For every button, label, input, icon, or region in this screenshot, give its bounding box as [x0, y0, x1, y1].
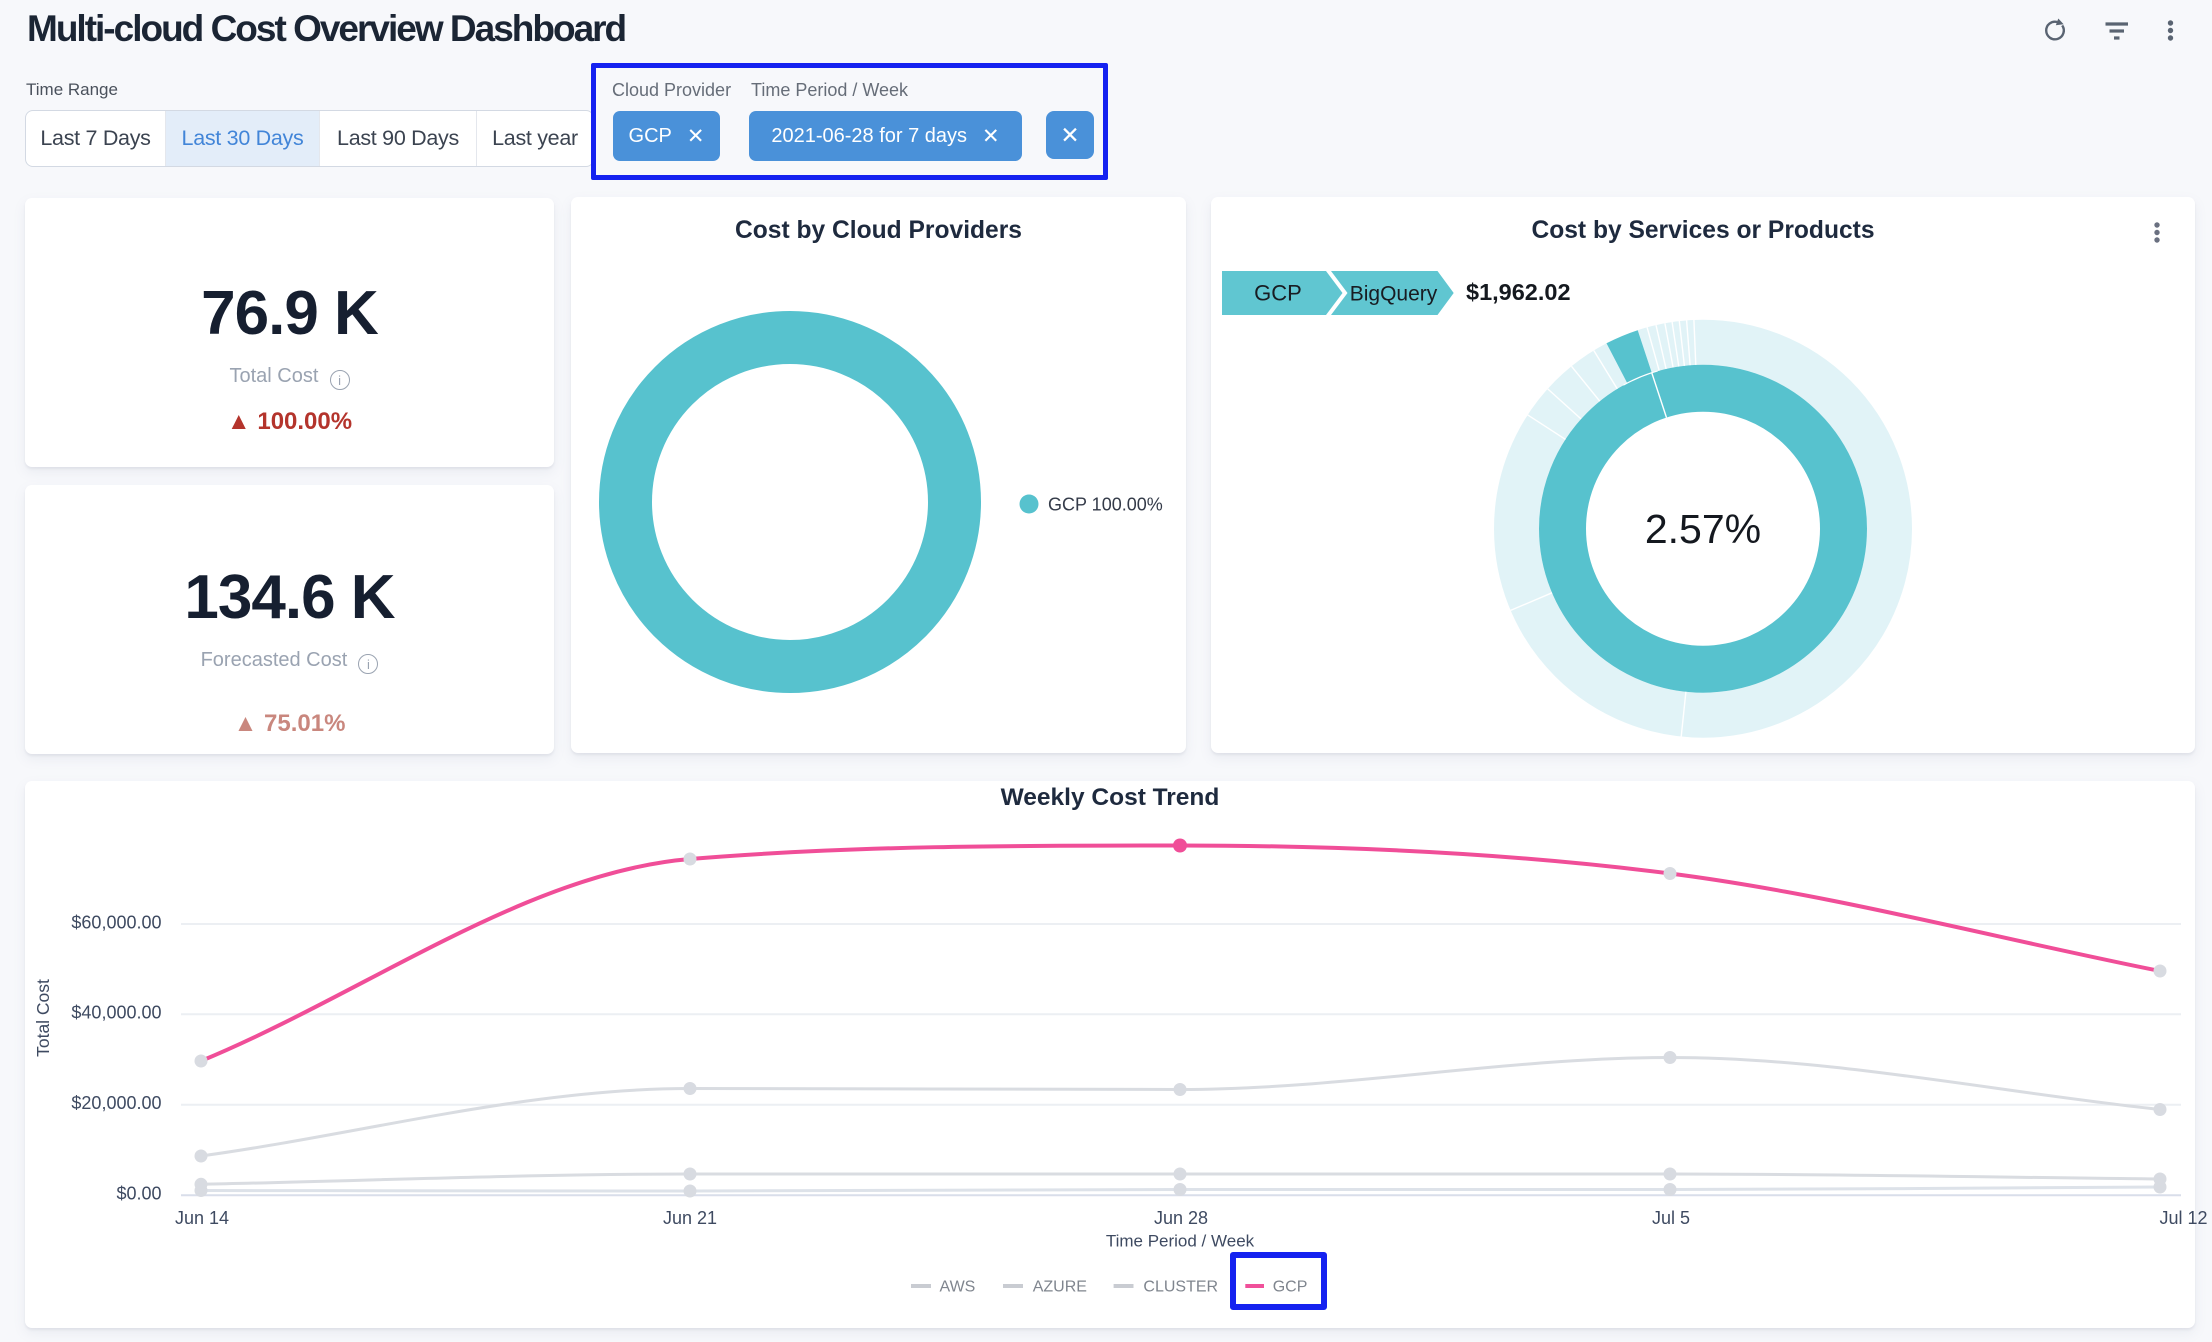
svg-text:$20,000.00: $20,000.00: [71, 1093, 161, 1113]
svg-text:CLUSTER: CLUSTER: [1143, 1279, 1218, 1296]
svg-text:Jun 14: Jun 14: [175, 1208, 229, 1228]
svg-text:2.57%: 2.57%: [1645, 506, 1761, 552]
svg-text:GCP: GCP: [1254, 281, 1302, 306]
svg-text:Time Period / Week: Time Period / Week: [1106, 1232, 1255, 1251]
svg-text:GCP 100.00%: GCP 100.00%: [1048, 495, 1163, 515]
svg-text:$0.00: $0.00: [116, 1184, 161, 1204]
svg-text:BigQuery: BigQuery: [1350, 283, 1438, 306]
svg-text:Jul 12: Jul 12: [2159, 1208, 2207, 1228]
svg-text:$60,000.00: $60,000.00: [71, 912, 161, 932]
svg-text:Total Cost: Total Cost: [33, 979, 53, 1057]
svg-text:GCP: GCP: [1273, 1279, 1308, 1296]
svg-text:Jul 5: Jul 5: [1652, 1208, 1690, 1228]
svg-text:AWS: AWS: [940, 1279, 976, 1296]
svg-text:Jun 28: Jun 28: [1154, 1208, 1208, 1228]
svg-text:$40,000.00: $40,000.00: [71, 1003, 161, 1023]
svg-text:AZURE: AZURE: [1033, 1279, 1087, 1296]
svg-text:Jun 21: Jun 21: [663, 1208, 717, 1228]
